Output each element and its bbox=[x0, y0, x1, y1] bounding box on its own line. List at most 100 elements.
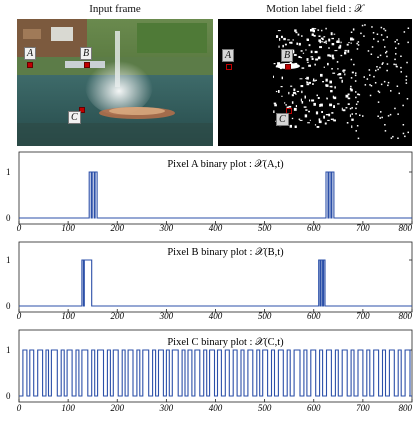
mask-speckle bbox=[400, 71, 402, 73]
point-a-label: A bbox=[24, 47, 37, 60]
mask-speckle bbox=[291, 101, 294, 104]
mask-speckle bbox=[314, 63, 316, 66]
mask-speckle bbox=[329, 80, 332, 84]
mask-speckle bbox=[306, 81, 308, 84]
x-tick-label: 600 bbox=[307, 223, 321, 233]
mask-speckle bbox=[311, 33, 314, 36]
mask-speckle bbox=[301, 90, 303, 94]
mask-speckle bbox=[357, 44, 360, 46]
mask-speckle bbox=[344, 49, 347, 52]
y-tick-label: 1 bbox=[6, 167, 11, 177]
mask-speckle bbox=[274, 104, 277, 107]
point-c-label: C bbox=[68, 111, 81, 124]
binary-series-line bbox=[19, 171, 412, 219]
binary-series-line bbox=[19, 259, 412, 307]
x-tick-label: 300 bbox=[159, 403, 174, 413]
mask-speckle bbox=[376, 33, 379, 35]
label-point-c-marker bbox=[286, 108, 292, 114]
mask-speckle bbox=[288, 105, 292, 108]
mask-speckle bbox=[362, 115, 364, 117]
mask-speckle bbox=[386, 36, 388, 38]
mask-speckle bbox=[323, 66, 325, 68]
mask-speckle bbox=[288, 91, 290, 95]
mask-speckle bbox=[373, 38, 375, 40]
mask-speckle bbox=[395, 63, 397, 66]
mask-speckle bbox=[281, 95, 283, 97]
mask-speckle bbox=[314, 124, 317, 126]
mask-speckle bbox=[338, 46, 341, 49]
mask-speckle bbox=[295, 93, 297, 95]
mask-speckle bbox=[350, 77, 353, 79]
mask-speckle bbox=[297, 33, 300, 36]
mask-speckle bbox=[396, 39, 398, 41]
mask-speckle bbox=[354, 74, 357, 77]
input-frame-image: A B C bbox=[17, 19, 213, 146]
mask-speckle bbox=[380, 83, 383, 86]
mask-speckle bbox=[338, 73, 342, 76]
x-tick-label: 0 bbox=[17, 223, 22, 233]
mask-speckle bbox=[407, 27, 410, 29]
x-tick-label: 100 bbox=[61, 403, 75, 413]
mask-speckle bbox=[350, 88, 353, 92]
mask-speckle bbox=[374, 82, 377, 84]
mask-speckle bbox=[337, 74, 340, 76]
mask-speckle bbox=[363, 76, 365, 78]
mask-speckle bbox=[323, 115, 325, 119]
mask-speckle bbox=[327, 119, 330, 121]
x-tick-label: 400 bbox=[209, 403, 223, 413]
mask-speckle bbox=[330, 32, 333, 36]
mask-speckle bbox=[276, 35, 279, 38]
mask-speckle bbox=[331, 54, 334, 58]
motion-label-field-image: A B C bbox=[218, 19, 412, 146]
mask-speckle bbox=[333, 105, 335, 108]
mask-speckle bbox=[309, 119, 311, 121]
mask-speckle bbox=[406, 98, 409, 100]
mask-speckle bbox=[327, 62, 329, 66]
mask-speckle bbox=[384, 46, 386, 48]
x-tick-label: 700 bbox=[356, 403, 370, 413]
mask-speckle bbox=[292, 39, 294, 41]
mask-speckle bbox=[325, 40, 328, 42]
mask-speckle bbox=[382, 62, 384, 64]
mask-speckle bbox=[402, 104, 404, 107]
x-tick-label: 600 bbox=[307, 403, 321, 413]
mask-speckle bbox=[280, 86, 283, 88]
mask-speckle bbox=[310, 56, 314, 58]
label-point-b-marker bbox=[285, 64, 291, 70]
binary-series-line bbox=[19, 349, 412, 397]
mask-speckle bbox=[273, 75, 274, 78]
mask-speckle bbox=[325, 84, 328, 87]
mask-speckle bbox=[358, 93, 361, 96]
mask-speckle bbox=[330, 85, 333, 88]
mask-speckle bbox=[322, 81, 324, 83]
mask-speckle bbox=[279, 38, 281, 41]
mask-speckle bbox=[400, 55, 402, 57]
mask-speckle bbox=[341, 107, 343, 111]
mask-speckle bbox=[387, 81, 390, 84]
mask-speckle bbox=[303, 106, 307, 108]
mask-speckle bbox=[300, 85, 304, 88]
x-tick-label: 200 bbox=[111, 311, 125, 321]
mask-speckle bbox=[387, 115, 390, 117]
mask-speckle bbox=[311, 99, 315, 102]
mask-speckle bbox=[377, 40, 379, 43]
mask-speckle bbox=[376, 66, 378, 68]
mask-speckle bbox=[301, 101, 304, 104]
mask-speckle bbox=[355, 96, 357, 99]
mask-speckle bbox=[350, 37, 353, 41]
mask-speckle bbox=[281, 35, 283, 39]
plot-title: Pixel B binary plot : 𝒳(B,t) bbox=[167, 246, 284, 258]
mask-speckle bbox=[356, 42, 358, 45]
mask-speckle bbox=[306, 38, 309, 41]
mask-speckle bbox=[357, 137, 360, 140]
mask-speckle bbox=[301, 35, 303, 37]
mask-speckle bbox=[386, 55, 388, 58]
mask-speckle bbox=[372, 32, 375, 34]
mask-speckle bbox=[319, 46, 322, 49]
mask-speckle bbox=[308, 44, 311, 47]
mask-speckle bbox=[331, 43, 335, 46]
mask-speckle bbox=[354, 80, 357, 82]
label-point-a-marker bbox=[226, 64, 232, 70]
mask-speckle bbox=[384, 29, 387, 32]
mask-speckle bbox=[306, 61, 309, 63]
